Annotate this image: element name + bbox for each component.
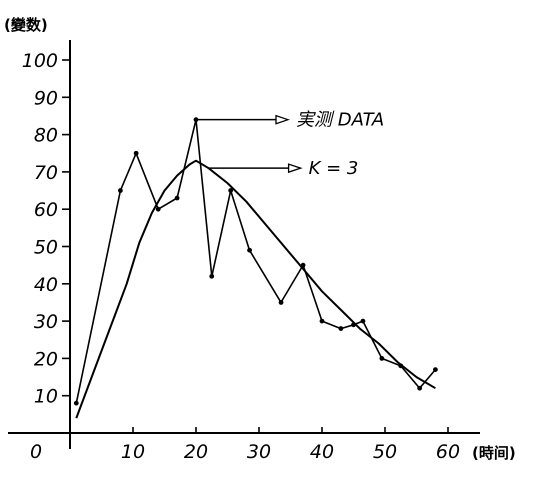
data-point (118, 188, 123, 193)
y-tick-label: 50 (34, 237, 58, 259)
y-tick-label: 10 (34, 386, 58, 408)
series-fit-curve (75, 159, 436, 419)
x-tick-label: 40 (310, 441, 334, 463)
y-tick-label: 20 (34, 348, 58, 370)
x-tick-label: 50 (373, 441, 397, 463)
annotation-label: 実测 DATA (296, 110, 384, 131)
arrow-head (275, 114, 291, 125)
y-axis-label: (變数) (4, 16, 48, 34)
x-tick-label: 10 (121, 441, 145, 463)
arrow-head (287, 163, 303, 174)
data-point (417, 385, 423, 391)
data-point (174, 195, 180, 201)
x-tick-label: 60 (436, 441, 460, 463)
data-point (319, 318, 325, 324)
data-point (338, 326, 344, 331)
annotations: 実测 DATA K = 3 (196, 110, 384, 179)
series-marks (73, 117, 438, 419)
origin-label: 0 (30, 441, 42, 463)
data-point (133, 150, 139, 156)
y-tick-label: 40 (34, 274, 58, 296)
x-tick-label: 20 (184, 441, 208, 463)
y-tick-label: 100 (22, 50, 58, 72)
x-axis-label: (時间) (472, 444, 516, 462)
data-point (228, 188, 234, 193)
data-point (278, 300, 284, 305)
data-point (433, 367, 438, 372)
y-tick-label: 80 (34, 125, 58, 147)
y-tick-label: 90 (34, 87, 58, 109)
axis-ticks: 10 20 30 40 50 60 70 80 90 100 10 20 30 40 50 60 (22, 50, 460, 463)
data-point (155, 206, 161, 212)
data-point (209, 273, 215, 279)
x-tick-label: 30 (247, 441, 271, 463)
y-tick-label: 30 (34, 311, 58, 333)
data-point (73, 400, 79, 406)
y-tick-label: 70 (34, 162, 58, 184)
data-point (379, 356, 385, 361)
y-tick-label: 60 (34, 199, 58, 221)
data-point (247, 247, 252, 253)
annotation-label: K = 3 (309, 158, 359, 179)
data-point (360, 318, 366, 324)
